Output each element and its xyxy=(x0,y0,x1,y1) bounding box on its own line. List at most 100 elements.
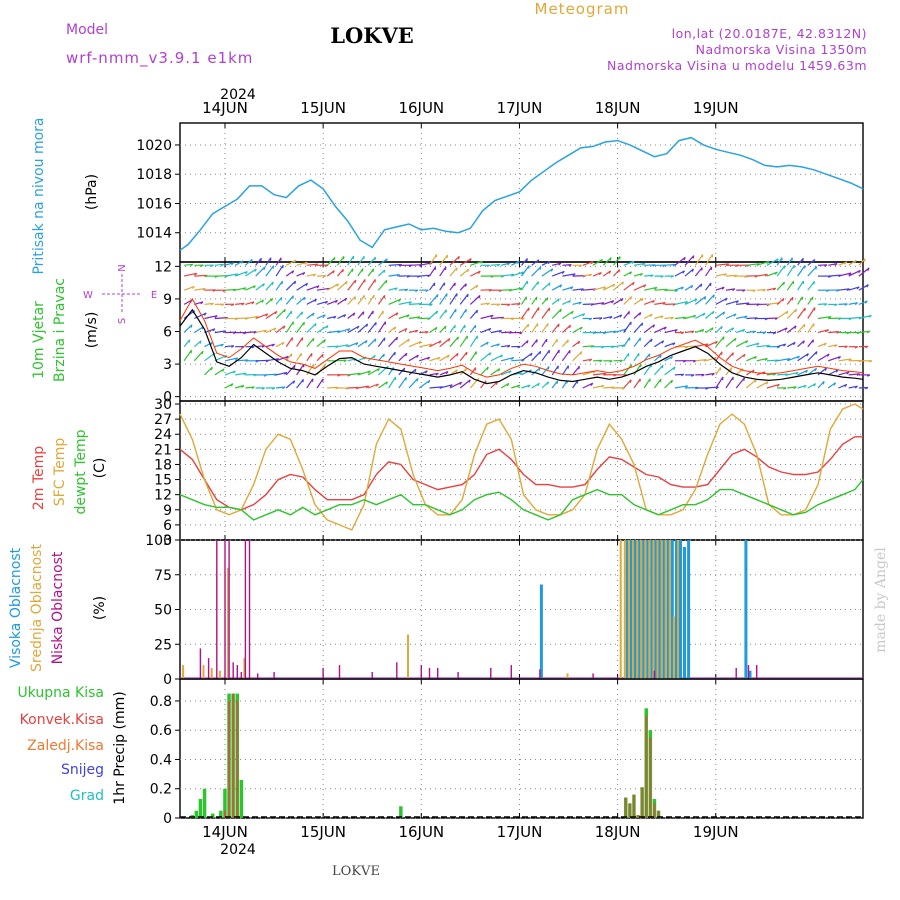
wind-vector-head xyxy=(480,260,484,264)
wind-vector xyxy=(224,345,234,348)
cloud-label-mid: Srednja Oblacnost xyxy=(29,544,45,672)
wind-vector xyxy=(807,351,818,362)
wind-vector-head xyxy=(812,339,814,343)
wind-vector xyxy=(817,316,831,320)
wind-vector-head xyxy=(490,314,494,318)
wind-vector-head xyxy=(661,340,665,344)
wind-vector xyxy=(787,371,799,376)
wind-vector xyxy=(725,327,734,334)
wind-vector xyxy=(776,358,791,362)
wind-vector-head xyxy=(601,384,605,388)
wind-vector-head xyxy=(305,282,309,287)
cloud-high-bar xyxy=(642,540,646,679)
wind-vector-head xyxy=(521,317,525,321)
cloud-mid-bar xyxy=(566,673,569,679)
wind-vector-head xyxy=(557,298,560,302)
wind-vector xyxy=(480,352,492,362)
wind-vector xyxy=(644,286,658,291)
wind-vector-head xyxy=(711,327,714,331)
wind-vector xyxy=(521,369,532,376)
cloud-high-bar xyxy=(650,540,654,679)
wind-vector xyxy=(194,274,208,277)
cloud-low-bar xyxy=(322,667,324,679)
wind-vector xyxy=(265,373,277,376)
precip-conv-bar xyxy=(649,737,652,818)
wind-vector xyxy=(490,354,503,362)
cloud-low-bar xyxy=(490,667,492,679)
wind-vector xyxy=(388,263,402,266)
wind-vector-head xyxy=(537,382,540,387)
wind-vector xyxy=(327,315,337,320)
cloud-low-bar xyxy=(396,662,398,679)
wind-vector-head xyxy=(866,374,871,377)
wind-vector xyxy=(347,279,357,291)
wind-vector-head xyxy=(414,368,417,373)
wind-vector xyxy=(500,370,512,376)
wind-vector xyxy=(337,297,347,305)
wind-vector-head xyxy=(670,275,674,278)
wind-vector-head xyxy=(394,287,398,291)
wind-vector xyxy=(316,314,326,320)
wind-vector xyxy=(429,340,442,348)
wind-vector xyxy=(828,263,838,266)
wind-vector xyxy=(848,373,860,376)
wind-vector-head xyxy=(558,262,562,266)
wind-vector xyxy=(572,380,579,389)
cloud-low-bar xyxy=(338,665,341,679)
wind-vector xyxy=(347,342,359,348)
wind-vector xyxy=(296,311,304,319)
wind-vector xyxy=(428,254,438,266)
wind-vector xyxy=(633,322,644,333)
wind-vector xyxy=(838,358,852,362)
wind-vector-head xyxy=(764,358,768,361)
wind-vector xyxy=(377,279,388,291)
wind-vector xyxy=(807,383,816,389)
cloud-mid-bar xyxy=(202,665,205,679)
wind-vector xyxy=(582,358,592,362)
wind-vector-head xyxy=(294,280,297,285)
wind-vector xyxy=(654,302,666,305)
wind-vector-head xyxy=(559,308,562,313)
wind-vector xyxy=(306,337,315,348)
wind-vector-head xyxy=(303,296,306,301)
wind-vector xyxy=(613,269,621,277)
pressure-ytick-label: 1018 xyxy=(136,167,172,183)
wind-vector xyxy=(245,285,256,291)
wind-vector-head xyxy=(199,340,202,344)
wind-vector xyxy=(327,345,339,348)
wind-vector-head xyxy=(568,324,572,329)
wind-vector-head xyxy=(210,367,213,371)
wind-vector xyxy=(623,281,635,291)
wind-vector-head xyxy=(459,381,463,385)
wind-vector xyxy=(776,327,788,334)
wind-vector xyxy=(797,340,805,348)
wind-vector xyxy=(439,338,451,348)
precip-ytick-label: 0.4 xyxy=(150,752,172,768)
wind-vector xyxy=(817,303,828,305)
wind-vector-head xyxy=(382,353,385,358)
cloud-low-bar xyxy=(592,673,594,679)
wind-vector xyxy=(296,379,304,389)
wind-vector xyxy=(561,339,569,348)
wind-vector xyxy=(214,330,226,334)
wind-vector xyxy=(786,308,797,319)
wind-vector xyxy=(214,317,228,320)
wind-vector-head xyxy=(464,283,467,287)
wind-vector-head xyxy=(220,263,225,267)
wind-vector xyxy=(255,283,265,291)
wind-vector xyxy=(582,273,592,277)
wind-vector xyxy=(838,383,847,389)
wind-vector xyxy=(194,287,206,291)
wind-vector-head xyxy=(868,314,872,318)
cloud-mid-bar xyxy=(627,540,630,679)
wind-vector xyxy=(776,257,783,266)
wind-vector xyxy=(613,359,623,362)
wind-vector xyxy=(306,363,315,376)
wind-vector-head xyxy=(670,380,673,384)
wind-vector-head xyxy=(200,264,204,268)
wind-vector-head xyxy=(251,301,255,305)
wind-ytick-label: 0 xyxy=(163,390,172,406)
wind-vector xyxy=(603,316,613,320)
wind-vector xyxy=(183,285,195,291)
wind-vector xyxy=(674,385,688,389)
